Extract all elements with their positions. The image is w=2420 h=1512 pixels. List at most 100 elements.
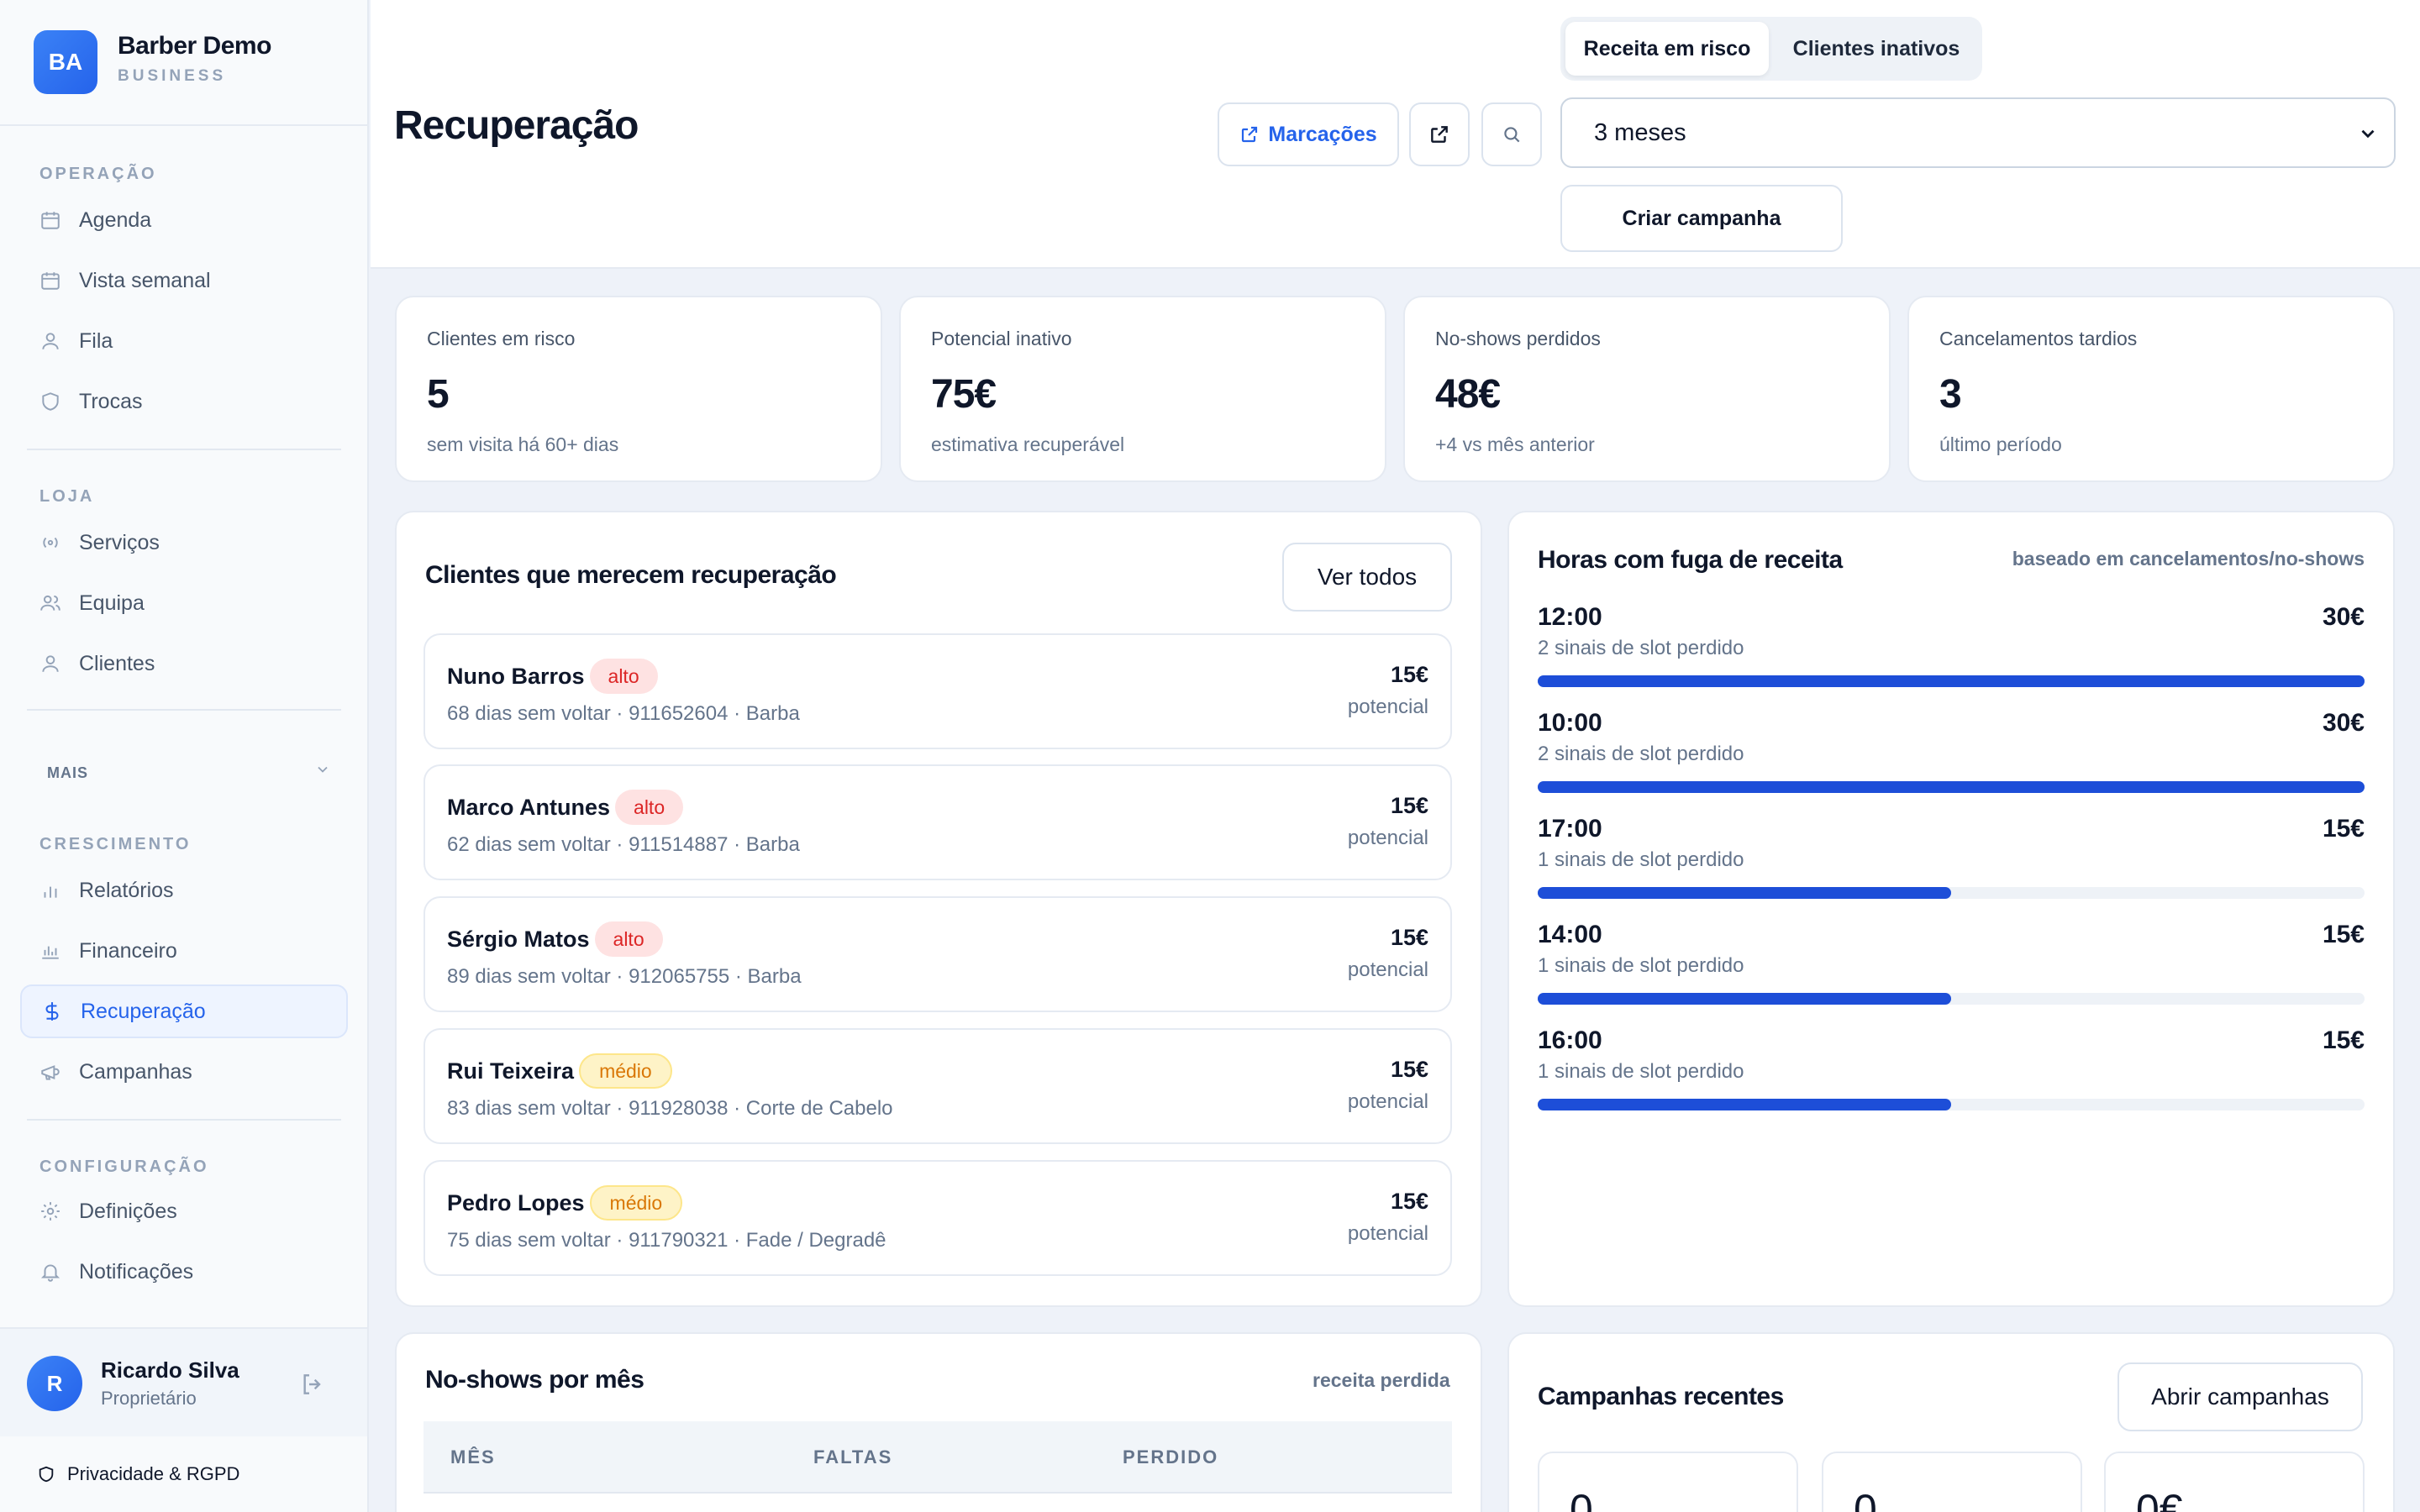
avatar[interactable]: R <box>27 1356 82 1411</box>
users-icon <box>39 591 62 615</box>
client-name: Rui Teixeira <box>447 1058 575 1084</box>
client-value-label: potencial <box>1347 1090 1428 1113</box>
hour-sub: 1 sinais de slot perdido <box>1538 848 1744 871</box>
stat-label: Potencial inativo <box>931 328 1072 349</box>
stat-card-clientes-em-risco: Clientes em risco 5 sem visita há 60+ di… <box>395 296 882 482</box>
sidebar-item-servicos[interactable]: Serviços <box>20 516 348 570</box>
nav-section-crescimento: CRESCIMENTO <box>39 835 192 853</box>
view-tabs: Receita em risco Clientes inativos <box>1560 17 1982 81</box>
noshows-table-header: MÊS FALTAS PERDIDO <box>424 1421 1452 1494</box>
hour-value: 30€ <box>2322 603 2365 631</box>
sidebar-item-label: Agenda <box>79 207 152 232</box>
period-select[interactable]: 3 meses <box>1560 97 2396 168</box>
nav-section-configuracao: CONFIGURAÇÃO <box>39 1158 209 1176</box>
column-header: PERDIDO <box>1123 1446 1219 1467</box>
hour-value: 15€ <box>2322 1026 2365 1054</box>
hours-panel-title: Horas com fuga de receita <box>1538 546 1843 574</box>
shield-icon <box>37 1465 55 1483</box>
client-meta: 62 dias sem voltar · 911514887 · Barba <box>447 833 800 856</box>
hour-bar-track <box>1538 675 2365 687</box>
sidebar-item-vista-semanal[interactable]: Vista semanal <box>20 254 348 307</box>
client-value-label: potencial <box>1347 1222 1428 1245</box>
client-row[interactable]: Marco Antunes alto 62 dias sem voltar · 9… <box>424 764 1452 880</box>
sidebar-item-recuperacao[interactable]: Recuperação <box>20 984 348 1038</box>
client-name-wrap: Nuno Barros alto <box>447 659 658 694</box>
logout-icon[interactable] <box>299 1371 326 1402</box>
stat-sub: +4 vs mês anterior <box>1435 433 1595 455</box>
sidebar-item-notificacoes[interactable]: Notificações <box>20 1245 348 1299</box>
client-name-wrap: Rui Teixeira médio <box>447 1053 672 1089</box>
stat-sub: estimativa recuperável <box>931 433 1125 455</box>
divider <box>27 449 341 450</box>
stat-label: No-shows perdidos <box>1435 328 1601 349</box>
hour-value: 15€ <box>2322 815 2365 843</box>
hour-bar-track <box>1538 781 2365 793</box>
view-all-button[interactable]: Ver todos <box>1282 543 1452 612</box>
sidebar-item-trocas[interactable]: Trocas <box>20 375 348 428</box>
tab-clientes-inativos[interactable]: Clientes inativos <box>1792 36 1960 60</box>
sidebar-item-label: Relatórios <box>79 878 174 902</box>
client-row[interactable]: Sérgio Matos alto 89 dias sem voltar · 91… <box>424 896 1452 1012</box>
clients-panel-title: Clientes que merecem recuperação <box>425 561 837 589</box>
stat-sub: sem visita há 60+ dias <box>427 433 619 455</box>
search-button[interactable] <box>1481 102 1542 166</box>
column-header: MÊS <box>450 1446 496 1467</box>
sidebar-item-clientes[interactable]: Clientes <box>20 637 348 690</box>
open-external-button[interactable] <box>1409 102 1470 166</box>
hours-panel-note: baseado em cancelamentos/no-shows <box>2012 548 2365 570</box>
hour-bar-fill <box>1538 781 2365 793</box>
tab-receita-em-risco[interactable]: Receita em risco <box>1565 22 1769 76</box>
sidebar-item-campanhas[interactable]: Campanhas <box>20 1045 348 1099</box>
client-value: 15€ <box>1390 1057 1428 1082</box>
shield-icon <box>39 390 62 413</box>
sidebar-item-relatorios[interactable]: Relatórios <box>20 864 348 917</box>
client-value-label: potencial <box>1347 958 1428 981</box>
campaign-stat-card: 0 <box>1822 1452 2082 1512</box>
hour-sub: 1 sinais de slot perdido <box>1538 1060 1744 1083</box>
client-row[interactable]: Rui Teixeira médio 83 dias sem voltar · 9… <box>424 1028 1452 1144</box>
campaign-stat-card: 0€ <box>2104 1452 2365 1512</box>
external-link-icon <box>1239 124 1260 144</box>
more-toggle[interactable]: MAIS <box>47 764 88 781</box>
client-value: 15€ <box>1390 1189 1428 1214</box>
user-icon <box>39 329 62 353</box>
sidebar-item-equipa[interactable]: Equipa <box>20 576 348 630</box>
hour-time: 12:00 <box>1538 603 1602 631</box>
hour-time: 17:00 <box>1538 815 1602 843</box>
column-header: FALTAS <box>813 1446 893 1467</box>
client-meta: 68 dias sem voltar · 911652604 · Barba <box>447 702 800 725</box>
sidebar-item-financeiro[interactable]: Financeiro <box>20 924 348 978</box>
chevron-down-icon <box>2357 123 2379 151</box>
privacy-link[interactable]: Privacidade & RGPD <box>0 1436 367 1512</box>
client-row[interactable]: Pedro Lopes médio 75 dias sem voltar · 91… <box>424 1160 1452 1276</box>
stat-card-cancelamentos-tardios: Cancelamentos tardios 3 último período <box>1907 296 2395 482</box>
sidebar-item-label: Trocas <box>79 389 143 413</box>
risk-badge: alto <box>589 659 658 694</box>
noshows-panel-title: No-shows por mês <box>425 1366 644 1394</box>
marcacoes-button[interactable]: Marcações <box>1218 102 1399 166</box>
external-link-icon <box>1428 123 1450 145</box>
stat-label: Cancelamentos tardios <box>1939 328 2138 349</box>
nav-section-loja: LOJA <box>39 487 95 506</box>
sidebar-item-label: Campanhas <box>79 1059 192 1084</box>
divider <box>27 709 341 711</box>
marcacoes-label: Marcações <box>1268 122 1377 146</box>
create-campaign-button[interactable]: Criar campanha <box>1560 185 1843 252</box>
user-role: Proprietário <box>101 1388 197 1409</box>
risk-badge: alto <box>615 790 684 825</box>
sidebar-item-fila[interactable]: Fila <box>20 314 348 368</box>
sidebar-item-agenda[interactable]: Agenda <box>20 193 348 247</box>
chevron-down-icon[interactable] <box>314 761 331 782</box>
calendar-icon <box>39 208 62 232</box>
sidebar-item-label: Serviços <box>79 530 160 554</box>
client-name: Pedro Lopes <box>447 1189 585 1215</box>
hour-time: 16:00 <box>1538 1026 1602 1054</box>
open-campaigns-button[interactable]: Abrir campanhas <box>2118 1362 2363 1431</box>
calendar-icon <box>39 269 62 292</box>
client-row[interactable]: Nuno Barros alto 68 dias sem voltar · 911… <box>424 633 1452 749</box>
sidebar-item-definicoes[interactable]: Definições <box>20 1184 348 1238</box>
stat-value: 48€ <box>1435 372 1501 417</box>
client-meta: 75 dias sem voltar · 911790321 · Fade / … <box>447 1229 886 1252</box>
sidebar-item-label: Notificações <box>79 1259 194 1284</box>
stat-card-no-shows-perdidos: No-shows perdidos 48€ +4 vs mês anterior <box>1403 296 1891 482</box>
